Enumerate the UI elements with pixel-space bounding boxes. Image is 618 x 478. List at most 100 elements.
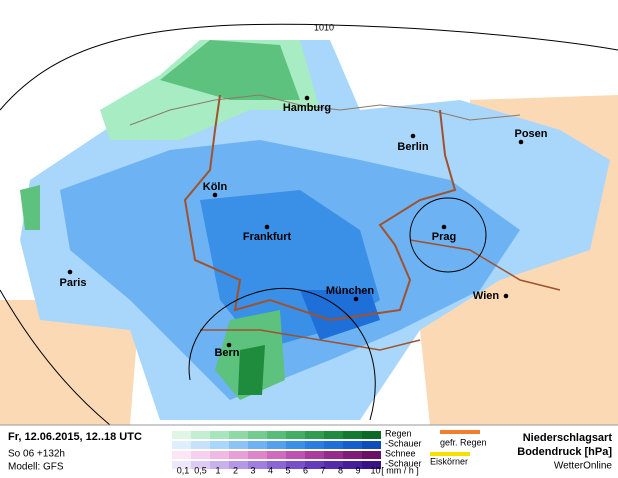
swatch-ice-pellets bbox=[430, 452, 470, 456]
city-dot bbox=[353, 296, 359, 302]
legend-swatch bbox=[286, 431, 305, 439]
legend-swatch bbox=[362, 431, 381, 439]
legend-swatch bbox=[267, 441, 286, 449]
city-dot bbox=[410, 133, 416, 139]
city-label: Hamburg bbox=[283, 102, 331, 114]
city-label: Frankfurt bbox=[243, 231, 292, 243]
swatch-freezing-rain bbox=[440, 430, 480, 434]
city-label: Prag bbox=[432, 231, 456, 243]
isobar bbox=[0, 23, 618, 111]
border bbox=[200, 329, 421, 351]
legend-swatch bbox=[248, 441, 267, 449]
legend-label: Schnee bbox=[385, 448, 416, 458]
legend-label: gefr. Regen bbox=[440, 437, 487, 447]
precip-green bbox=[160, 40, 300, 100]
city-dot bbox=[518, 139, 524, 145]
legend-swatch bbox=[191, 441, 210, 449]
scale-label: 1 bbox=[215, 465, 220, 475]
legend-swatch bbox=[324, 461, 343, 469]
legend-label: -Schauer bbox=[385, 438, 422, 448]
legend-swatch bbox=[229, 461, 248, 469]
city-label: Köln bbox=[203, 181, 228, 193]
city-dot bbox=[226, 342, 232, 348]
city-label: Bern bbox=[214, 347, 239, 359]
legend-swatch bbox=[305, 441, 324, 449]
legend-swatch bbox=[343, 461, 362, 469]
legend-swatch bbox=[191, 451, 210, 459]
scale-label: [ mm / h ] bbox=[381, 465, 419, 475]
legend-swatch bbox=[210, 451, 229, 459]
legend-swatch bbox=[267, 461, 286, 469]
legend-swatch bbox=[191, 461, 210, 469]
scale-label: 10 bbox=[370, 465, 380, 475]
scale-label: 4 bbox=[268, 465, 273, 475]
scale-label: 3 bbox=[250, 465, 255, 475]
legend-swatch bbox=[362, 441, 381, 449]
legend-swatch bbox=[172, 451, 191, 459]
legend-swatch bbox=[248, 451, 267, 459]
city-dot bbox=[441, 224, 447, 230]
scale-label: 5 bbox=[285, 465, 290, 475]
title: Niederschlagsart bbox=[523, 432, 613, 444]
legend-swatch bbox=[210, 431, 229, 439]
legend-swatch bbox=[305, 461, 324, 469]
legend-swatch bbox=[172, 461, 191, 469]
map: 1010 Hamburg Berlin Posen Köln Frankfurt Prag… bbox=[0, 22, 618, 426]
legend-swatch bbox=[343, 451, 362, 459]
scale-label: 2 bbox=[233, 465, 238, 475]
isobar bbox=[188, 288, 376, 421]
isobar bbox=[0, 289, 111, 426]
subtitle: Bodendruck [hPa] bbox=[517, 446, 612, 458]
legend-swatch bbox=[324, 441, 343, 449]
legend-swatch bbox=[305, 451, 324, 459]
legend-swatch bbox=[267, 431, 286, 439]
legend-swatch bbox=[229, 441, 248, 449]
isobar bbox=[409, 197, 487, 273]
legend-swatch bbox=[267, 451, 286, 459]
border bbox=[409, 239, 561, 291]
scale-label: 0,5 bbox=[194, 465, 207, 475]
city-label: Paris bbox=[60, 277, 87, 289]
scale-label: 6 bbox=[303, 465, 308, 475]
run: So 06 +132h bbox=[8, 449, 65, 460]
precip-green-dark bbox=[238, 345, 265, 395]
border bbox=[183, 94, 457, 322]
city-dot bbox=[304, 95, 310, 101]
city-dot bbox=[264, 224, 270, 230]
legend-swatch bbox=[210, 441, 229, 449]
scale-label: 8 bbox=[338, 465, 343, 475]
legend-label: -Schauer bbox=[385, 458, 422, 468]
city-label: München bbox=[326, 285, 375, 297]
legend-label: Eiskörner bbox=[430, 456, 468, 466]
model: Modell: GFS bbox=[8, 462, 64, 473]
legend-swatch bbox=[210, 461, 229, 469]
legend-swatch bbox=[172, 431, 191, 439]
scale-label: 0,1 bbox=[177, 465, 190, 475]
legend-swatch bbox=[324, 431, 343, 439]
legend-swatch bbox=[248, 431, 267, 439]
footer: Fr, 12.06.2015, 12..18 UTC So 06 +132h M… bbox=[8, 428, 612, 475]
city-dot bbox=[212, 192, 218, 198]
legend-swatch bbox=[305, 431, 324, 439]
legend-swatch bbox=[286, 461, 305, 469]
scale-label: 7 bbox=[320, 465, 325, 475]
date: Fr, 12.06.2015, 12..18 UTC bbox=[8, 431, 142, 443]
legend-swatch bbox=[362, 461, 381, 469]
city-dot bbox=[67, 269, 73, 275]
city-label: Berlin bbox=[397, 141, 428, 153]
legend-swatch bbox=[229, 451, 248, 459]
legend-swatch bbox=[343, 431, 362, 439]
city-label: Wien bbox=[473, 290, 499, 302]
legend-label: Regen bbox=[385, 428, 412, 438]
legend-swatch bbox=[286, 451, 305, 459]
precip-heavy bbox=[300, 290, 380, 340]
legend-swatch bbox=[172, 441, 191, 449]
legend-swatch bbox=[191, 431, 210, 439]
legend-swatch bbox=[324, 451, 343, 459]
legend-swatch bbox=[343, 441, 362, 449]
legend-swatch bbox=[362, 451, 381, 459]
isobar-label: 1010 bbox=[314, 22, 334, 32]
precip-green bbox=[20, 185, 40, 230]
land bbox=[0, 300, 140, 425]
